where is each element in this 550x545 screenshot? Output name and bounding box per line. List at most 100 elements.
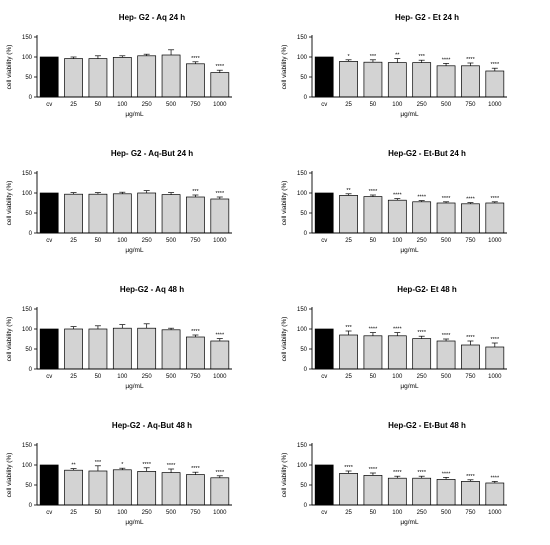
chart-title: Hep-G2 - Aq 48 h bbox=[120, 285, 184, 294]
x-tick-label: 750 bbox=[190, 238, 201, 244]
x-tick-label: 500 bbox=[441, 238, 452, 244]
significance-label: **** bbox=[393, 470, 402, 476]
bar bbox=[137, 327, 157, 370]
bar bbox=[137, 55, 157, 98]
bar bbox=[363, 61, 383, 98]
x-tick-label: 1000 bbox=[488, 102, 502, 108]
x-tick-label: 50 bbox=[370, 374, 377, 380]
x-tick-label: 50 bbox=[370, 238, 377, 244]
significance-label: **** bbox=[466, 474, 475, 480]
x-tick-label: 1000 bbox=[213, 238, 227, 244]
bar bbox=[436, 65, 456, 98]
x-tick-label: 25 bbox=[70, 374, 77, 380]
y-tick-label: 100 bbox=[22, 463, 33, 469]
bar bbox=[339, 61, 358, 98]
significance-label: **** bbox=[216, 64, 225, 70]
bar bbox=[363, 335, 383, 370]
bar bbox=[461, 481, 480, 506]
significance-label: *** bbox=[418, 54, 425, 60]
significance-label: **** bbox=[466, 197, 475, 203]
bar bbox=[412, 62, 432, 98]
significance-label: *** bbox=[95, 460, 102, 466]
x-axis-label: µg/mL bbox=[400, 519, 419, 526]
y-axis-label: cell viability (%) bbox=[6, 45, 13, 90]
y-tick-label: 50 bbox=[25, 211, 32, 217]
y-tick-label: 0 bbox=[29, 95, 33, 101]
chart-panel: Hep-G2 - Aq-But 48 h cell viability (%) 0 5… bbox=[0, 408, 275, 544]
x-axis-label: µg/mL bbox=[400, 383, 419, 390]
significance-label: *** bbox=[370, 54, 377, 60]
x-tick-label: 750 bbox=[465, 238, 476, 244]
x-tick-label: 500 bbox=[441, 510, 452, 516]
x-tick-label: 25 bbox=[345, 510, 352, 516]
y-axis-label: cell viability (%) bbox=[281, 453, 288, 498]
significance-label: **** bbox=[442, 57, 451, 63]
bar bbox=[210, 72, 230, 98]
x-tick-label: 25 bbox=[70, 102, 77, 108]
y-axis-label: cell viability (%) bbox=[6, 317, 13, 362]
x-axis-label: µg/mL bbox=[125, 383, 144, 390]
chart-panel: Hep- G2 - Aq 24 h cell viability (%) 0 50 10… bbox=[0, 0, 275, 136]
bar bbox=[64, 193, 83, 234]
x-tick-label: 100 bbox=[392, 510, 403, 516]
x-tick-label: cv bbox=[321, 102, 327, 108]
x-tick-label: 750 bbox=[465, 374, 476, 380]
significance-label: * bbox=[121, 462, 124, 468]
chart-panel: Hep-G2- Et 48 h cell viability (%) 0 50 100 1… bbox=[275, 272, 550, 408]
chart-title: Hep-G2 - Aq-But 48 h bbox=[112, 421, 192, 430]
x-tick-label: 250 bbox=[142, 510, 153, 516]
bar bbox=[412, 338, 432, 370]
significance-label: **** bbox=[393, 327, 402, 333]
significance-label: ** bbox=[71, 463, 76, 469]
significance-label: **** bbox=[417, 195, 426, 201]
x-tick-label: 250 bbox=[417, 102, 428, 108]
significance-label: **** bbox=[491, 337, 500, 343]
y-tick-label: 50 bbox=[300, 483, 307, 489]
y-tick-label: 100 bbox=[22, 327, 33, 333]
y-tick-label: 0 bbox=[29, 503, 33, 509]
x-tick-label: 750 bbox=[190, 374, 201, 380]
bar bbox=[64, 328, 83, 370]
significance-label: **** bbox=[369, 189, 378, 195]
bar bbox=[314, 328, 334, 370]
bar bbox=[210, 340, 230, 370]
x-tick-label: 750 bbox=[190, 102, 201, 108]
bar bbox=[112, 193, 132, 234]
bar bbox=[314, 464, 334, 506]
x-tick-label: 250 bbox=[417, 510, 428, 516]
x-tick-label: 250 bbox=[417, 374, 428, 380]
bar bbox=[485, 346, 505, 370]
bar bbox=[387, 62, 407, 98]
x-tick-label: 100 bbox=[117, 510, 128, 516]
bar bbox=[186, 336, 205, 370]
x-tick-label: 25 bbox=[345, 238, 352, 244]
y-tick-label: 50 bbox=[25, 347, 32, 353]
x-tick-label: 250 bbox=[142, 102, 153, 108]
x-tick-label: 1000 bbox=[488, 374, 502, 380]
chart-panel: Hep- G2 - Aq-But 24 h cell viability (%) 0… bbox=[0, 136, 275, 272]
significance-label: **** bbox=[167, 463, 176, 469]
x-tick-label: 500 bbox=[166, 374, 177, 380]
bar bbox=[387, 477, 407, 506]
y-tick-label: 100 bbox=[297, 55, 308, 61]
bar bbox=[161, 329, 181, 370]
bar bbox=[436, 479, 456, 506]
x-tick-label: 1000 bbox=[213, 510, 227, 516]
significance-label: *** bbox=[192, 189, 199, 195]
bar bbox=[112, 327, 132, 370]
chart-title: Hep- G2 - Et 24 h bbox=[395, 13, 459, 22]
significance-label: **** bbox=[442, 196, 451, 202]
significance-label: **** bbox=[466, 57, 475, 63]
x-tick-label: 750 bbox=[190, 510, 201, 516]
significance-label: **** bbox=[417, 330, 426, 336]
significance-label: ** bbox=[346, 188, 351, 194]
y-tick-label: 50 bbox=[25, 483, 32, 489]
y-axis-label: cell viability (%) bbox=[6, 453, 13, 498]
chart-panel: Hep-G2 - Et-But 24 h cell viability (%) 0 5… bbox=[275, 136, 550, 272]
chart-svg: Hep- G2 - Aq 24 h cell viability (%) 0 50 10… bbox=[6, 13, 232, 118]
bar bbox=[161, 54, 181, 98]
bar bbox=[387, 335, 407, 370]
chart-svg: Hep-G2 - Et-But 24 h cell viability (%) 0 5… bbox=[281, 149, 507, 254]
y-tick-label: 100 bbox=[297, 463, 308, 469]
